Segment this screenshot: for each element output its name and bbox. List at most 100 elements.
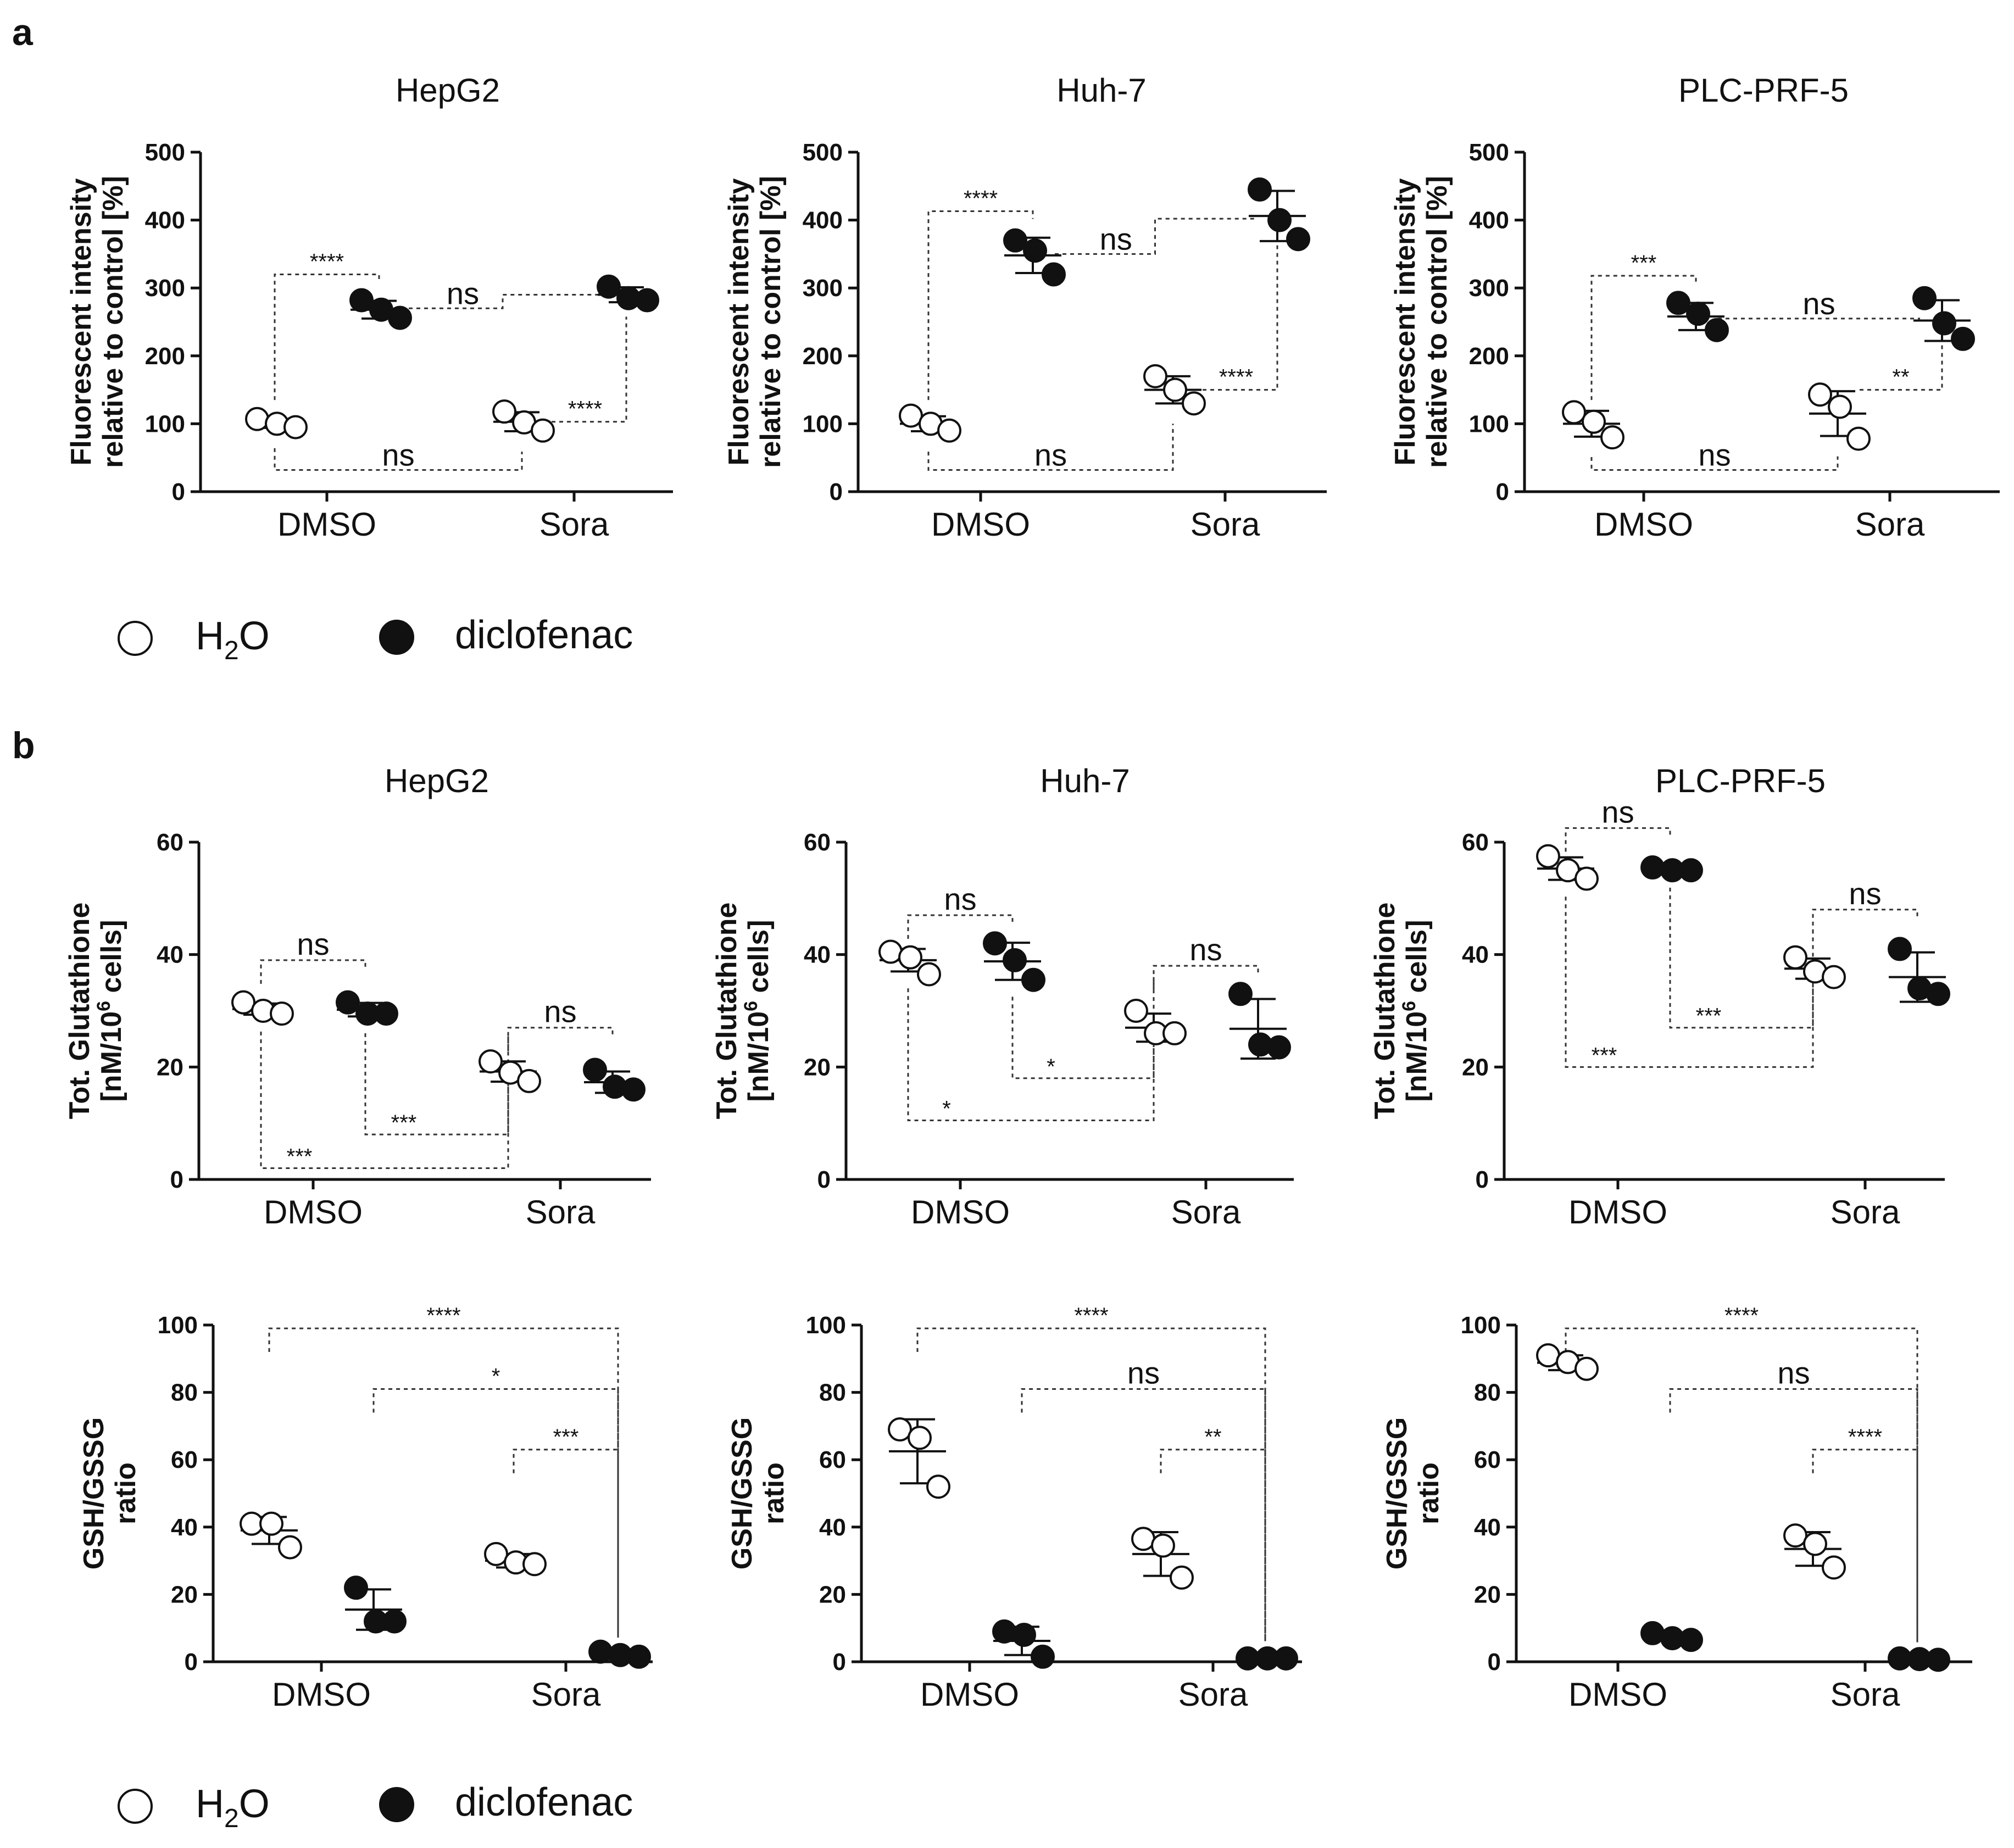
chart-title: PLC-PRF-5 bbox=[1655, 762, 1826, 799]
data-point-h2o bbox=[484, 1541, 508, 1566]
data-point-h2o bbox=[1536, 1343, 1560, 1368]
significance-bracket bbox=[507, 1027, 614, 1051]
significance-label: ns bbox=[1189, 932, 1222, 967]
data-point-h2o bbox=[259, 1511, 283, 1536]
significance-bracket bbox=[274, 273, 380, 400]
data-point-h2o bbox=[1575, 1356, 1599, 1381]
significance-label: ns bbox=[382, 437, 414, 472]
significance-bracket bbox=[1565, 827, 1671, 852]
significance-bracket bbox=[372, 1388, 619, 1638]
data-point-h2o bbox=[1131, 1527, 1155, 1551]
significance-label: *** bbox=[553, 1425, 579, 1449]
significance-label: * bbox=[492, 1364, 500, 1388]
x-category-label: DMSO bbox=[1594, 506, 1693, 543]
y-tick-label: 200 bbox=[1469, 343, 1509, 370]
legend-h2o-marker bbox=[118, 1789, 153, 1824]
x-category-label: DMSO bbox=[272, 1676, 371, 1713]
data-point-diclofenac bbox=[583, 1057, 607, 1082]
significance-label: ** bbox=[1204, 1425, 1221, 1449]
data-point-diclofenac bbox=[1021, 967, 1045, 992]
x-category-label: DMSO bbox=[277, 506, 376, 543]
y-tick-label: 100 bbox=[145, 410, 185, 437]
data-point-h2o bbox=[888, 1417, 912, 1442]
y-axis-label: Fluorescent intensityrelative to control… bbox=[65, 176, 129, 468]
x-category-label: DMSO bbox=[1568, 1194, 1667, 1231]
y-tick-label: 100 bbox=[803, 410, 843, 437]
chart-b-huh7-ratio: 0 20 40 60 80 100 DMSO Sora GSH/GSSGratio **** ns *… bbox=[726, 1304, 1302, 1713]
significance-bracket bbox=[260, 959, 366, 984]
data-point-diclofenac bbox=[382, 1609, 407, 1634]
significance-label: ns bbox=[447, 276, 479, 310]
y-tick-label: 60 bbox=[804, 829, 831, 856]
significance-bracket bbox=[1812, 909, 1918, 933]
data-point-diclofenac bbox=[1888, 1646, 1912, 1671]
x-category-label: DMSO bbox=[920, 1676, 1019, 1713]
significance-bracket bbox=[1565, 1327, 1918, 1643]
data-point-diclofenac bbox=[1926, 982, 1950, 1006]
significance-bracket bbox=[1055, 218, 1255, 255]
data-point-diclofenac bbox=[1267, 1035, 1291, 1060]
significance-label: **** bbox=[1219, 365, 1253, 389]
chart-title: HepG2 bbox=[385, 762, 489, 799]
data-point-diclofenac bbox=[1274, 1646, 1298, 1671]
data-point-h2o bbox=[926, 1474, 950, 1499]
y-tick-label: 500 bbox=[803, 139, 843, 166]
significance-bracket bbox=[268, 1327, 619, 1638]
significance-label: **** bbox=[426, 1304, 460, 1328]
data-point-h2o bbox=[1163, 377, 1187, 402]
y-axis-label: Tot. Glutathione[nM/106 cells] bbox=[64, 903, 127, 1120]
data-point-h2o bbox=[231, 990, 255, 1015]
x-category-label: Sora bbox=[1831, 1194, 1900, 1231]
y-tick-label: 80 bbox=[171, 1379, 198, 1406]
data-point-h2o bbox=[479, 1049, 503, 1074]
y-tick-label: 0 bbox=[185, 1649, 198, 1676]
legend-diclofenac-label: diclofenac bbox=[455, 1780, 633, 1824]
y-tick-label: 400 bbox=[145, 207, 185, 234]
y-tick-label: 300 bbox=[1469, 275, 1509, 302]
data-point-h2o bbox=[1582, 409, 1606, 434]
significance-bracket bbox=[1011, 977, 1155, 1079]
x-category-label: DMSO bbox=[911, 1194, 1010, 1231]
x-category-label: DMSO bbox=[264, 1194, 363, 1231]
y-tick-label: 40 bbox=[1474, 1514, 1501, 1541]
legend-bottom: H2O diclofenac bbox=[118, 1780, 633, 1833]
significance-label: *** bbox=[391, 1111, 417, 1135]
significance-bracket bbox=[1565, 897, 1814, 1068]
data-point-h2o bbox=[1162, 1021, 1187, 1045]
significance-label: **** bbox=[1074, 1304, 1108, 1328]
x-category-label: Sora bbox=[1190, 506, 1260, 543]
significance-label: * bbox=[1047, 1055, 1055, 1079]
data-point-diclofenac bbox=[1679, 858, 1703, 883]
data-point-h2o bbox=[1846, 426, 1871, 451]
significance-bracket bbox=[1812, 1449, 1918, 1643]
chart-b-huh7-gsh: Huh-7 0 20 40 60 DMSO Sora Tot. Glutathione[nM/… bbox=[711, 762, 1294, 1231]
legend-h2o-label: H2O bbox=[196, 1782, 270, 1833]
x-category-label: Sora bbox=[1831, 1676, 1900, 1713]
chart-title: Huh-7 bbox=[1056, 72, 1146, 109]
y-tick-label: 20 bbox=[1462, 1054, 1489, 1081]
significance-label: *** bbox=[1631, 251, 1657, 275]
data-point-diclofenac bbox=[349, 288, 374, 313]
data-point-diclofenac bbox=[1267, 208, 1292, 232]
x-category-label: Sora bbox=[526, 1194, 596, 1231]
data-point-h2o bbox=[1822, 965, 1846, 989]
y-tick-label: 20 bbox=[819, 1581, 846, 1608]
panel-letter-a: a bbox=[12, 12, 34, 53]
data-point-h2o bbox=[492, 399, 516, 424]
data-point-h2o bbox=[1783, 1523, 1807, 1548]
data-point-diclofenac bbox=[983, 931, 1007, 956]
significance-bracket bbox=[927, 424, 1174, 471]
data-point-diclofenac bbox=[621, 1077, 646, 1102]
data-point-diclofenac bbox=[1286, 227, 1310, 252]
data-point-diclofenac bbox=[1705, 318, 1729, 342]
significance-bracket bbox=[907, 914, 1014, 939]
y-tick-label: 500 bbox=[1469, 139, 1509, 166]
significance-label: ns bbox=[1127, 1355, 1160, 1390]
data-point-h2o bbox=[1783, 945, 1807, 970]
y-tick-label: 20 bbox=[157, 1054, 183, 1081]
data-point-h2o bbox=[908, 1426, 932, 1450]
y-tick-label: 0 bbox=[1488, 1649, 1501, 1676]
x-category-label: Sora bbox=[1855, 506, 1925, 543]
data-point-diclofenac bbox=[1679, 1628, 1703, 1652]
